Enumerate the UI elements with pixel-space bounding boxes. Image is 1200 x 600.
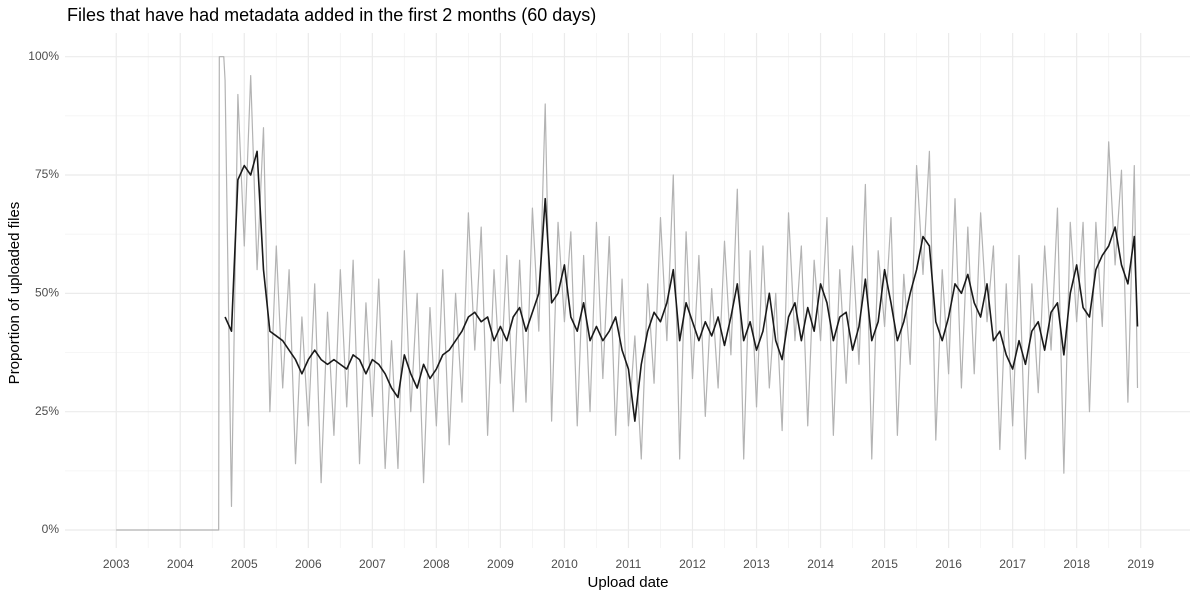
- data-line: [224, 150, 1139, 422]
- x-tick-label: 2010: [551, 557, 578, 571]
- x-axis-label: Upload date: [588, 574, 669, 591]
- x-tick-label: 2008: [423, 557, 450, 571]
- x-tick-label: 2005: [231, 557, 258, 571]
- x-tick-label: 2012: [679, 557, 706, 571]
- x-tick-label: 2004: [167, 557, 194, 571]
- x-tick-label: 2007: [359, 557, 386, 571]
- y-axis-label: Proportion of uploaded files: [6, 202, 23, 385]
- x-tick-label: 2011: [616, 557, 642, 571]
- y-tick-label: 75%: [35, 167, 59, 181]
- x-tick-label: 2016: [935, 557, 962, 571]
- x-tick-label: 2003: [103, 557, 130, 571]
- y-tick-label: 25%: [35, 404, 59, 418]
- x-tick-label: 2009: [487, 557, 514, 571]
- x-tick-label: 2014: [807, 557, 834, 571]
- y-tick-label: 100%: [28, 49, 59, 63]
- x-tick-label: 2006: [295, 557, 322, 571]
- data-line: [116, 56, 1139, 531]
- x-tick-label: 2013: [743, 557, 770, 571]
- x-tick-label: 2018: [1063, 557, 1090, 571]
- x-tick-label: 2017: [999, 557, 1026, 571]
- chart-title: Files that have had metadata added in th…: [67, 5, 596, 25]
- y-tick-label: 50%: [35, 286, 59, 300]
- x-tick-label: 2019: [1127, 557, 1154, 571]
- x-tick-label: 2015: [871, 557, 898, 571]
- y-tick-label: 0%: [42, 522, 60, 536]
